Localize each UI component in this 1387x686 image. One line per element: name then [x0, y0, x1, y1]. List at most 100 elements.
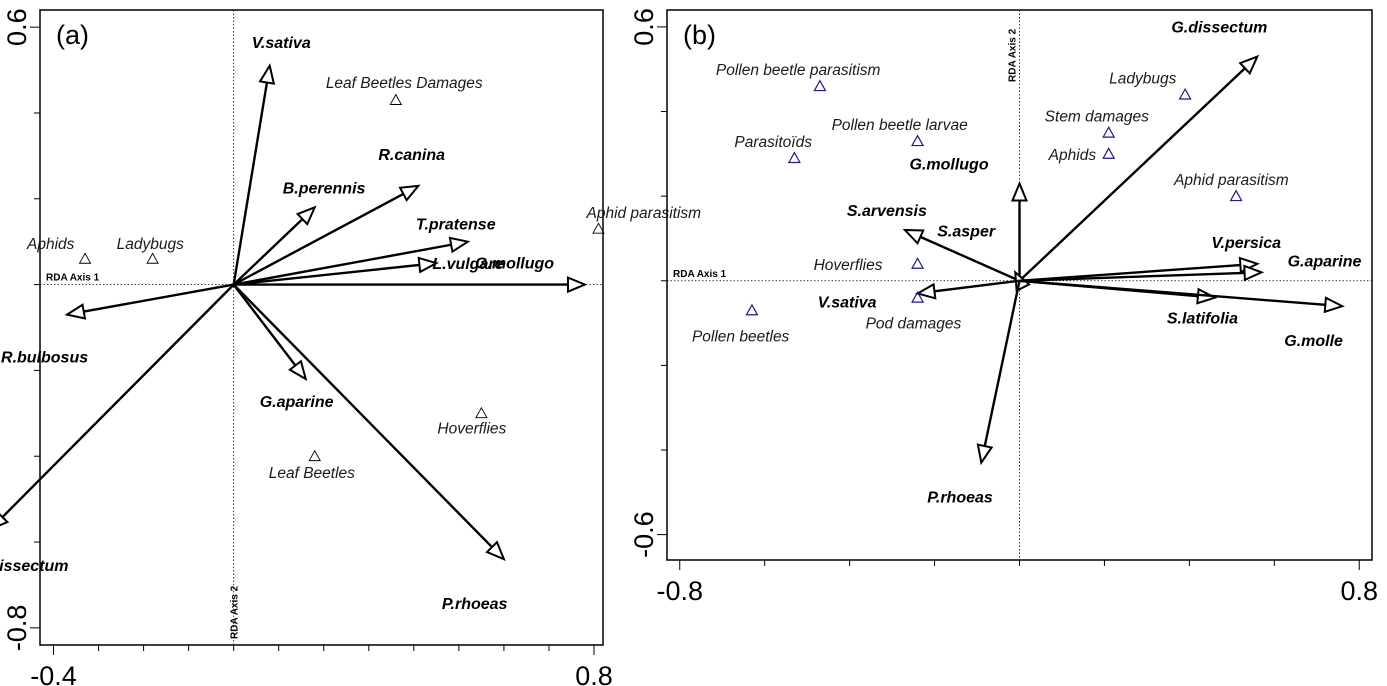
panel-label: (a) [56, 20, 89, 50]
species-label: S.asper [937, 223, 996, 240]
species-label: V.persica [1211, 235, 1281, 252]
variable-point [1102, 125, 1116, 138]
y-tick-label: 0.6 [629, 8, 659, 46]
species-label: V.sativa [252, 35, 311, 52]
species-label: G.dissectum [0, 558, 68, 575]
plot-frame [39, 9, 604, 646]
variable-point [1229, 189, 1243, 202]
axis-1-label: RDA Axis 1 [673, 269, 727, 280]
variable-point [911, 257, 925, 269]
y-tick-label: -0.6 [629, 511, 659, 558]
panel-label: (b) [683, 20, 716, 50]
arrow-head [1011, 180, 1028, 202]
variable-point [146, 252, 159, 264]
arrow-head [914, 282, 937, 300]
y-tick-label: -0.8 [2, 605, 32, 652]
variable-point [813, 79, 827, 92]
variable-point [911, 134, 925, 147]
variable-point [1178, 87, 1192, 100]
axis-2-label: RDA Axis 2 [1008, 28, 1019, 82]
variable-label: Aphids [26, 236, 75, 253]
variable-point [911, 290, 925, 303]
species-label: B.perennis [283, 180, 366, 197]
arrow-shaft [919, 235, 1020, 282]
x-tick-label: 0.8 [575, 661, 613, 686]
species-label: G.aparine [1288, 253, 1362, 270]
arrow-head [295, 205, 317, 226]
species-label: G.mollugo [910, 156, 989, 173]
axis-1-label: RDA Axis 1 [46, 273, 100, 284]
arrow-head [0, 513, 10, 527]
species-label: P.rhoeas [442, 596, 508, 613]
variable-label: Hoverflies [437, 420, 506, 437]
arrow-head [1243, 264, 1265, 282]
variable-label: Ladybugs [117, 236, 184, 253]
variable-point [308, 449, 322, 462]
variable-label: Stem damages [1045, 109, 1149, 126]
variable-label: Hoverflies [814, 257, 883, 274]
species-label: G.dissectum [1171, 20, 1267, 37]
variable-label: Aphid parasitism [585, 205, 701, 222]
species-label: R.canina [378, 147, 445, 164]
variable-point [475, 406, 488, 419]
arrow-shaft [1019, 279, 1326, 307]
species-label: V.sativa [818, 294, 877, 311]
arrow-shaft [233, 192, 404, 286]
arrow-head [1238, 54, 1260, 76]
panel-a: RDA Axis 1 RDA Axis 2 -0.4 0.8 0.6 -0.8 (a) V.s… [0, 8, 701, 686]
arrow-shaft [1, 283, 235, 518]
arrow-head [64, 303, 87, 320]
arrow-head [485, 540, 506, 562]
arrow-head [1323, 296, 1345, 314]
x-tick-label: 0.8 [1340, 576, 1378, 606]
variable-label: Leaf Beetles Damages [326, 75, 483, 92]
arrow-head [288, 359, 308, 382]
arrow-shaft [1018, 67, 1246, 282]
variable-label: Aphids [1048, 147, 1097, 164]
species-label: G.aparine [260, 394, 334, 411]
arrow-shaft [1019, 263, 1241, 282]
arrow-head [976, 443, 994, 466]
variable-label: Leaf Beetles [269, 465, 355, 482]
variable-point [745, 303, 759, 316]
variable-point [78, 252, 92, 264]
species-label: R.bulbosus [1, 350, 88, 367]
variable-label: Parasitoïds [734, 134, 812, 151]
arrow-shaft [232, 283, 297, 367]
variable-label: Pollen beetle larvae [832, 117, 969, 134]
species-label: S.latifolia [1167, 311, 1238, 328]
y-tick-label: 0.6 [2, 8, 32, 46]
variable-point [592, 222, 605, 234]
species-label: T.pratense [416, 217, 496, 234]
x-tick-label: -0.8 [656, 576, 703, 606]
arrow-shaft [232, 82, 269, 285]
arrow-shaft [232, 283, 493, 548]
arrow-head [448, 236, 471, 254]
arrow-head [258, 63, 276, 85]
arrow-shaft [83, 283, 234, 313]
variable-label: Pollen beetle parasitism [716, 62, 881, 79]
variable-label: Aphid parasitism [1173, 172, 1289, 189]
species-label: L.vulgare [432, 256, 503, 273]
variable-point [389, 93, 403, 105]
variable-label: Pod damages [866, 316, 962, 333]
arrow-head [902, 228, 925, 246]
variable-label: Pollen beetles [692, 328, 790, 345]
species-label: P.rhoeas [927, 490, 993, 507]
arrow-shaft [983, 280, 1021, 447]
arrow-shaft [233, 243, 452, 286]
panel-b: RDA Axis 1 RDA Axis 2 -0.8 0.8 0.6 -0.6 (b) G.d… [629, 8, 1378, 606]
variable-point [1102, 147, 1116, 159]
arrow-shaft [1019, 271, 1245, 282]
species-label: S.arvensis [847, 203, 927, 220]
variable-point [787, 151, 801, 164]
arrow-head [566, 276, 588, 294]
axis-2-label: RDA Axis 2 [230, 585, 241, 639]
arrow-shaft [233, 263, 420, 286]
species-label: G.mollugo [475, 256, 554, 273]
species-label: G.molle [1284, 333, 1343, 350]
arrow-head [417, 256, 439, 274]
arrow-shaft [934, 279, 1020, 293]
x-tick-label: -0.4 [30, 661, 77, 686]
